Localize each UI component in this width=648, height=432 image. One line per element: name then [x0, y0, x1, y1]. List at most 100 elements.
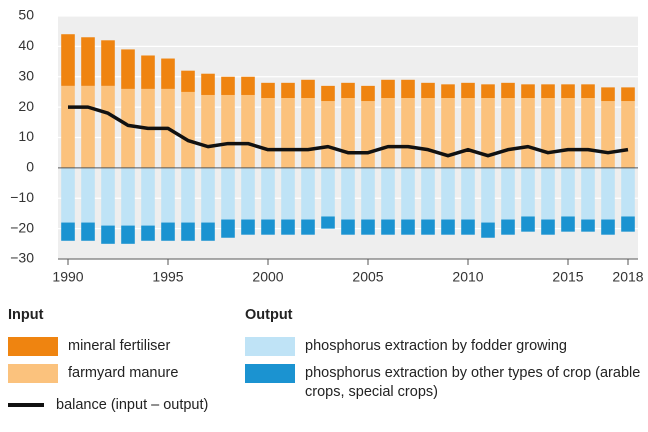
x-tick-label: 2015	[552, 269, 583, 285]
bar	[281, 98, 295, 168]
bar	[81, 222, 95, 241]
bar	[121, 225, 135, 244]
y-tick-label: −10	[10, 189, 34, 205]
bar	[501, 219, 515, 235]
bar	[101, 167, 115, 226]
bar	[121, 167, 135, 226]
legend-heading: Input	[8, 307, 44, 323]
bar	[121, 49, 135, 89]
bar	[561, 167, 575, 217]
bar	[221, 219, 235, 238]
bar	[241, 76, 255, 95]
bar	[521, 84, 535, 99]
bar	[401, 167, 415, 220]
bar	[361, 167, 375, 220]
bar	[201, 73, 215, 95]
bar	[141, 55, 155, 89]
bar	[181, 167, 195, 223]
bar	[381, 167, 395, 220]
legend-label: phosphorus extraction by other types of …	[305, 365, 641, 400]
bar	[161, 167, 175, 223]
x-tick-label: 2010	[452, 269, 483, 285]
y-tick-label: −30	[10, 250, 34, 266]
x-tick-label: 2000	[252, 269, 283, 285]
bar	[521, 216, 535, 232]
bar	[421, 82, 435, 99]
bar	[321, 101, 335, 168]
bar	[81, 37, 95, 86]
legend-label: mineral fertiliser	[68, 338, 171, 354]
bar	[621, 216, 635, 232]
bar	[341, 98, 355, 168]
bar	[501, 167, 515, 220]
bar	[221, 94, 235, 168]
bar	[421, 219, 435, 235]
bar	[61, 167, 75, 223]
bar	[261, 167, 275, 220]
bar	[161, 222, 175, 241]
bar	[201, 94, 215, 168]
bar	[381, 79, 395, 99]
bar	[301, 219, 315, 235]
bar	[381, 98, 395, 168]
bar	[281, 219, 295, 235]
bar	[321, 216, 335, 229]
bar	[101, 85, 115, 168]
bar	[321, 85, 335, 102]
bar	[261, 82, 275, 99]
bar	[81, 85, 95, 168]
y-tick-label: 10	[18, 128, 34, 144]
bar	[461, 98, 475, 168]
bar	[301, 98, 315, 168]
y-tick-label: 50	[18, 7, 34, 23]
bar	[361, 219, 375, 235]
bar	[541, 84, 555, 99]
y-tick-label: −20	[10, 219, 34, 235]
bar	[101, 40, 115, 86]
bar	[401, 98, 415, 168]
bar	[501, 98, 515, 168]
bar	[81, 167, 95, 223]
bar	[481, 167, 495, 223]
bar	[241, 219, 255, 235]
bar	[561, 84, 575, 99]
bar	[621, 87, 635, 102]
bar	[441, 84, 455, 99]
legend-label: phosphorus extraction by fodder growing	[305, 338, 567, 354]
bar	[321, 167, 335, 217]
y-tick-label: 20	[18, 98, 34, 114]
x-tick-label: 1990	[52, 269, 83, 285]
bar	[441, 98, 455, 168]
bar	[541, 167, 555, 220]
x-tick-label: 2005	[352, 269, 383, 285]
bar	[281, 82, 295, 99]
bar	[221, 76, 235, 95]
bar	[141, 225, 155, 241]
bar	[241, 94, 255, 168]
bar	[341, 219, 355, 235]
bar	[281, 167, 295, 220]
bar	[621, 167, 635, 217]
bar	[181, 91, 195, 168]
bar	[141, 167, 155, 226]
bar	[561, 216, 575, 232]
bar	[601, 219, 615, 235]
bar	[601, 87, 615, 102]
y-tick-label: 30	[18, 67, 34, 83]
legend-label: farmyard manure	[68, 365, 179, 381]
bar	[501, 82, 515, 99]
bar	[421, 167, 435, 220]
bar	[581, 167, 595, 220]
bar	[481, 84, 495, 99]
bar	[461, 219, 475, 235]
y-tick-label: 40	[18, 37, 34, 53]
bar	[341, 82, 355, 99]
bar	[61, 34, 75, 86]
bar	[181, 222, 195, 241]
legend-heading: Output	[245, 307, 293, 323]
legend-swatch	[8, 337, 58, 356]
legend-line	[8, 403, 44, 407]
bar	[621, 101, 635, 168]
legend-swatch	[245, 337, 295, 356]
bar	[121, 88, 135, 168]
